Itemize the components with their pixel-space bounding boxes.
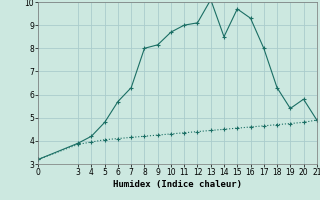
X-axis label: Humidex (Indice chaleur): Humidex (Indice chaleur) xyxy=(113,180,242,189)
